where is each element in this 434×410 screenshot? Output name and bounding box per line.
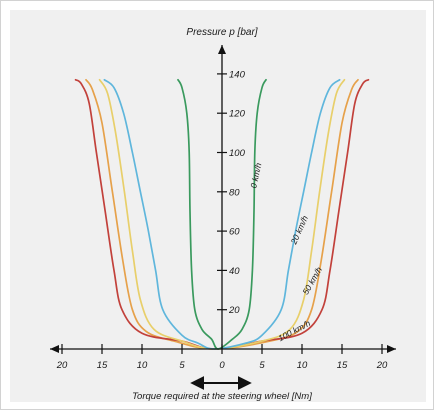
x-tick-label: 10 xyxy=(297,360,308,371)
series-label: 50 km/h xyxy=(300,265,324,296)
y-tick-label: 140 xyxy=(229,69,246,80)
y-tick-label: 40 xyxy=(229,266,240,277)
y-tick-label: 120 xyxy=(229,109,246,120)
x-axis-arrowhead-right xyxy=(387,345,396,353)
series-label: 20 km/h xyxy=(288,214,310,247)
y-tick-label: 100 xyxy=(229,148,246,159)
x-tick-label: 20 xyxy=(376,360,388,371)
series-label: 0 km/h xyxy=(248,162,263,189)
x-axis-title: Torque required at the steering wheel [N… xyxy=(132,391,312,402)
x-tick-label: 15 xyxy=(97,360,108,371)
x-axis-arrowhead-left xyxy=(50,345,59,353)
x-tick-label: 15 xyxy=(337,360,348,371)
y-tick-label: 20 xyxy=(228,305,240,316)
y-tick-label: 60 xyxy=(229,227,240,238)
x-tick-label: 5 xyxy=(259,360,265,371)
plot-panel xyxy=(10,10,426,402)
axes-group xyxy=(50,45,396,353)
x-tick-label: 20 xyxy=(56,360,68,371)
x-tick-label: 5 xyxy=(179,360,185,371)
y-axis-title: Pressure p [bar] xyxy=(186,27,257,38)
x-tick-label: 10 xyxy=(137,360,148,371)
x-tick-label: 0 xyxy=(219,360,225,371)
tick-group: 20 15 10 5 0 5 10 15 20 20 40 60 80 100 120 140 xyxy=(56,69,388,371)
y-tick-label: 80 xyxy=(229,187,240,198)
y-axis-arrowhead xyxy=(218,45,226,54)
